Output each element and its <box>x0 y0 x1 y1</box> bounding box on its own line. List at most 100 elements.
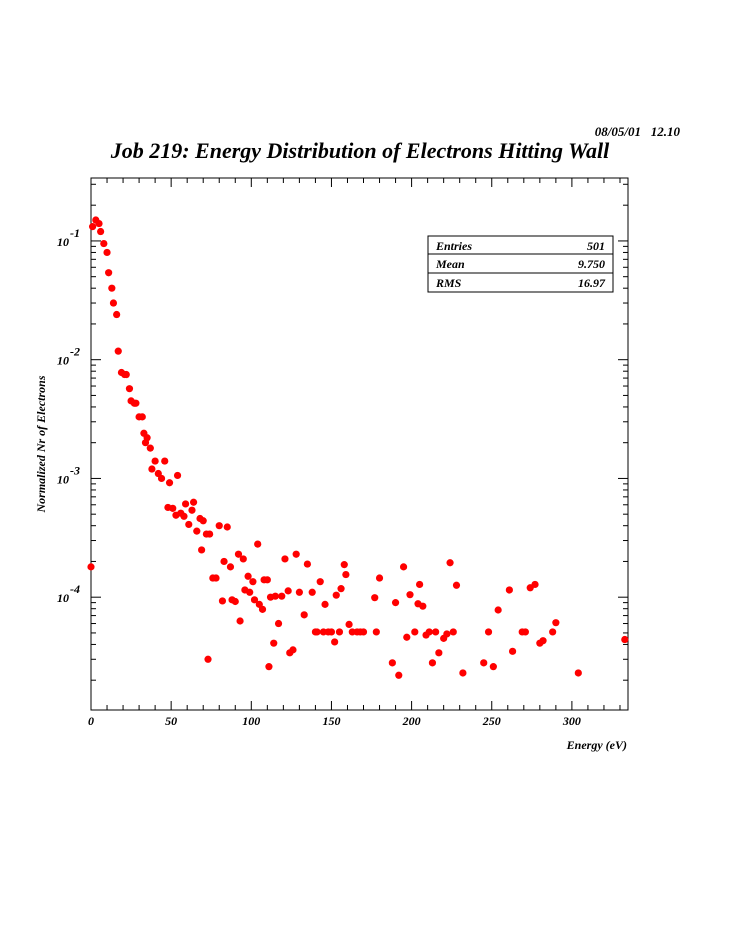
data-point <box>254 540 262 548</box>
x-tick-label: 100 <box>242 714 260 728</box>
x-tick-label: 150 <box>322 714 340 728</box>
data-point <box>484 628 493 636</box>
data-point <box>332 591 340 599</box>
data-point <box>425 628 433 636</box>
data-point <box>226 563 235 571</box>
y-tick-label: 10 <box>57 591 69 605</box>
data-point <box>432 628 440 636</box>
data-point <box>236 617 244 625</box>
data-point <box>371 594 379 602</box>
data-point <box>263 576 271 584</box>
data-point <box>480 659 488 667</box>
data-point <box>95 219 103 228</box>
data-point <box>337 585 345 593</box>
data-point <box>443 630 451 638</box>
data-point <box>391 599 400 607</box>
data-point <box>446 559 454 567</box>
data-point <box>114 347 122 355</box>
data-point <box>97 227 105 236</box>
data-point <box>125 385 134 393</box>
data-point <box>281 555 289 563</box>
data-point <box>265 663 273 671</box>
data-point <box>449 628 457 636</box>
x-tick-label: 250 <box>482 714 501 728</box>
data-point <box>274 619 283 628</box>
data-point <box>284 587 292 595</box>
data-point <box>100 239 108 248</box>
data-point <box>292 550 300 558</box>
data-point <box>220 557 228 566</box>
data-point <box>89 223 97 231</box>
data-point <box>165 479 174 487</box>
data-point <box>574 669 582 677</box>
data-point <box>531 580 539 589</box>
data-point <box>185 520 193 529</box>
data-point <box>173 471 182 480</box>
data-point <box>419 602 427 610</box>
data-point <box>249 578 257 586</box>
data-point <box>508 647 517 655</box>
data-point <box>539 637 547 645</box>
data-point <box>342 570 350 579</box>
data-point <box>406 591 414 599</box>
data-point <box>132 399 140 407</box>
data-point <box>435 649 443 657</box>
data-point <box>239 555 247 563</box>
data-point <box>270 639 278 647</box>
data-point <box>180 512 188 520</box>
data-point <box>246 588 254 596</box>
data-point <box>459 669 467 677</box>
data-point <box>218 597 227 605</box>
points-layer <box>87 216 629 679</box>
data-point <box>388 659 396 667</box>
data-point <box>271 592 279 600</box>
data-point <box>193 527 201 535</box>
stats-rms-label: RMS <box>435 276 462 290</box>
data-point <box>143 434 151 442</box>
data-point <box>146 444 154 452</box>
x-tick-label: 300 <box>562 714 581 728</box>
data-point <box>215 522 223 530</box>
stats-entries-label: Entries <box>435 239 472 253</box>
data-point <box>489 663 497 671</box>
data-point <box>359 628 368 636</box>
data-point <box>372 628 380 636</box>
x-tick-label: 0 <box>88 714 94 728</box>
data-point <box>303 560 312 568</box>
data-point <box>204 655 212 663</box>
data-point <box>148 465 156 473</box>
data-point <box>250 596 259 604</box>
y-tick-label: 10 <box>57 235 69 249</box>
stats-mean-label: Mean <box>435 257 465 271</box>
chart-title: Job 219: Energy Distribution of Electron… <box>110 138 610 163</box>
data-point <box>244 572 252 580</box>
date-label: 08/05/01 <box>594 124 641 139</box>
data-point <box>521 628 530 636</box>
data-point <box>105 269 113 277</box>
data-point <box>345 620 353 628</box>
data-point <box>403 633 411 641</box>
data-point <box>313 628 321 636</box>
y-tick-label: 10 <box>57 354 69 368</box>
data-point <box>331 638 339 646</box>
y-tick-exponent: -4 <box>70 582 80 596</box>
data-point <box>258 605 267 613</box>
data-point <box>151 457 159 465</box>
data-point <box>552 619 560 627</box>
stats-box: Entries 501 Mean 9.750 RMS 16.97 <box>427 235 614 293</box>
data-point <box>189 498 198 506</box>
data-point <box>169 504 177 512</box>
data-point <box>505 586 513 594</box>
y-tick-exponent: -1 <box>70 226 80 240</box>
data-point <box>316 578 324 586</box>
data-point <box>103 248 111 257</box>
stats-entries-value: 501 <box>587 239 605 253</box>
data-point <box>181 500 190 508</box>
data-point <box>416 580 424 589</box>
data-point <box>161 457 169 465</box>
data-point <box>212 574 220 582</box>
data-point <box>321 600 329 608</box>
x-tick-label: 200 <box>402 714 421 728</box>
x-axis-label: Energy (eV) <box>566 738 627 752</box>
data-point <box>122 370 130 379</box>
